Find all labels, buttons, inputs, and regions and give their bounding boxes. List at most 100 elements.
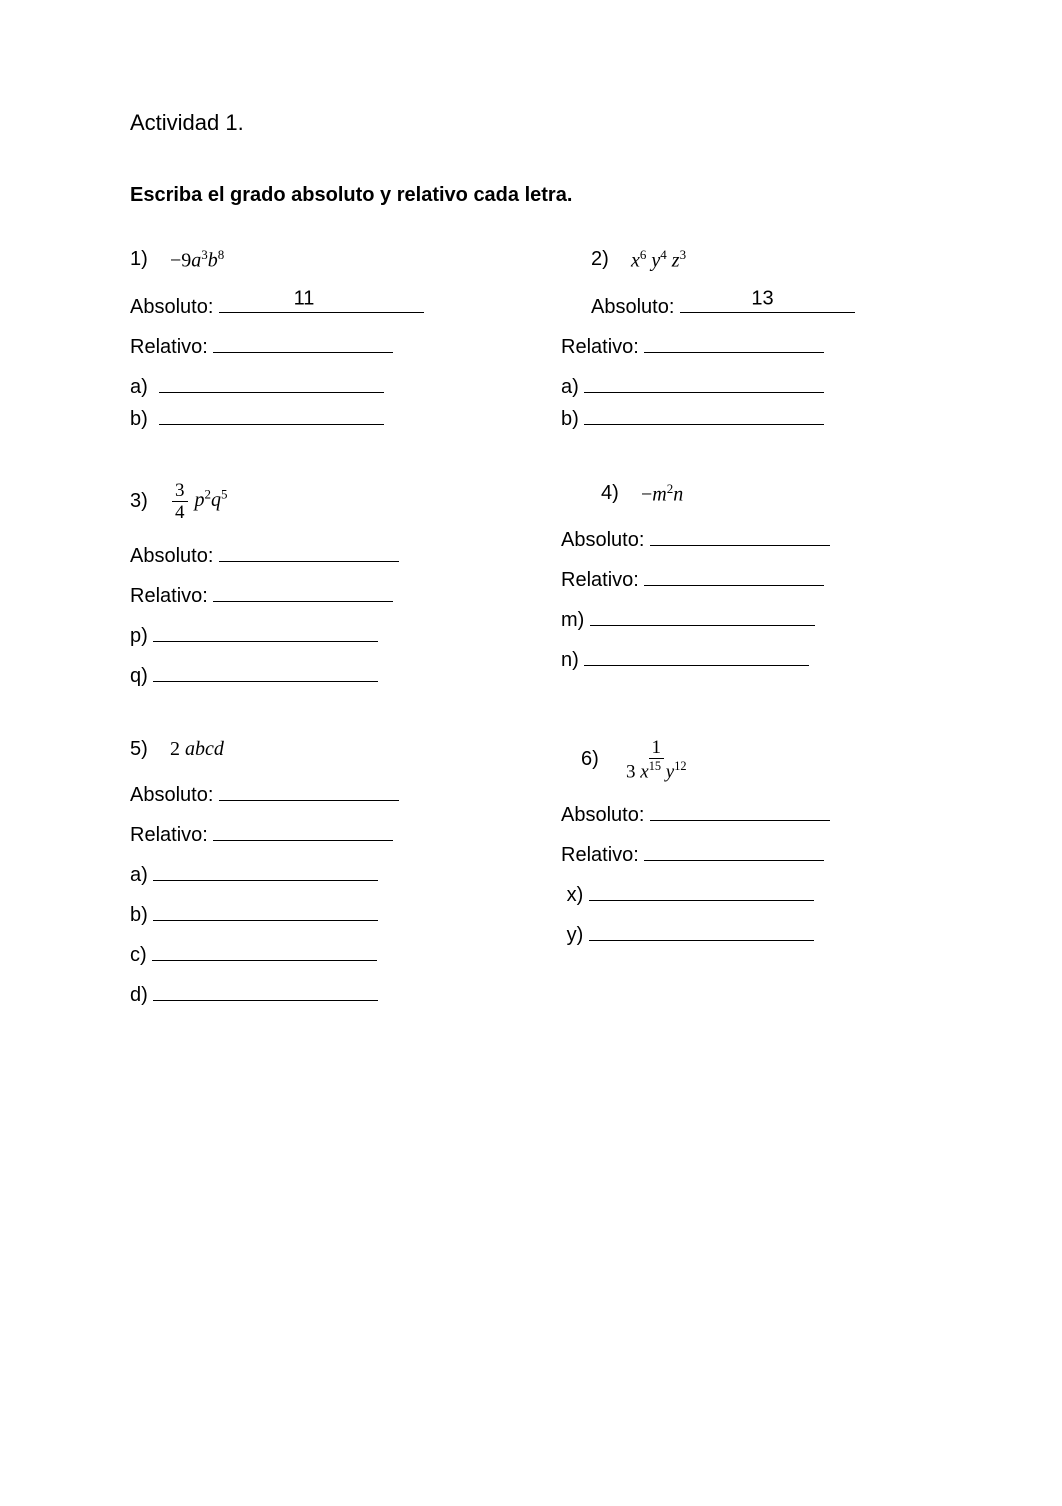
absoluto-line: Absoluto: 13 <box>561 291 932 319</box>
relativo-blank[interactable] <box>213 331 393 353</box>
problems-grid: 1) −9a3b8 Absoluto: 11 Relativo: a) b) 2… <box>130 247 932 1057</box>
var-m-label: m) <box>561 609 584 632</box>
var-p-blank[interactable] <box>153 620 378 642</box>
absoluto-label: Absoluto: <box>561 529 644 552</box>
absoluto-blank[interactable] <box>650 524 830 546</box>
absoluto-blank-right[interactable] <box>324 291 424 313</box>
var-c-label: c) <box>130 944 147 967</box>
relativo-blank[interactable] <box>644 331 824 353</box>
relativo-line: Relativo: <box>130 819 531 847</box>
problem-expression: 13 x15 y12 <box>621 738 692 781</box>
page-title: Actividad 1. <box>130 110 932 136</box>
relativo-blank[interactable] <box>213 580 393 602</box>
relativo-label: Relativo: <box>130 824 208 847</box>
var-q-blank[interactable] <box>153 660 378 682</box>
relativo-label: Relativo: <box>561 336 639 359</box>
var-b-blank[interactable] <box>159 403 384 425</box>
relativo-line: Relativo: <box>130 580 531 608</box>
relativo-line: Relativo: <box>561 564 932 592</box>
var-d-line: d) <box>130 979 531 1007</box>
absoluto-label: Absoluto: <box>591 296 674 319</box>
problem-number: 4) <box>601 482 623 505</box>
absoluto-value-blank[interactable]: 11 <box>284 291 324 313</box>
var-a-label: a) <box>130 864 148 887</box>
var-a-blank[interactable] <box>159 371 384 393</box>
relativo-label: Relativo: <box>130 336 208 359</box>
var-c-line: c) <box>130 939 531 967</box>
var-b-blank[interactable] <box>153 899 378 921</box>
var-a-line: a) <box>561 371 932 399</box>
variable-blanks: a) b) <box>130 371 531 431</box>
var-d-label: d) <box>130 984 148 1007</box>
var-b-line: b) <box>561 403 932 431</box>
var-y-blank[interactable] <box>589 919 814 941</box>
absoluto-line: Absoluto: 11 <box>130 291 531 319</box>
var-m-line: m) <box>561 604 932 632</box>
problem-1-header: 1) −9a3b8 <box>130 247 531 273</box>
variable-blanks: p) q) <box>130 620 531 688</box>
var-c-blank[interactable] <box>152 939 377 961</box>
absoluto-value: 11 <box>294 288 315 311</box>
var-a-label: a) <box>561 376 579 399</box>
var-a-line: a) <box>130 371 531 399</box>
var-n-line: n) <box>561 644 932 672</box>
var-q-label: q) <box>130 665 148 688</box>
var-p-line: p) <box>130 620 531 648</box>
relativo-label: Relativo: <box>130 585 208 608</box>
problem-number: 2) <box>591 248 613 271</box>
absoluto-line: Absoluto: <box>130 540 531 568</box>
absoluto-value-blank[interactable]: 13 <box>745 291 780 313</box>
problem-5: 5) 2 abcd Absoluto: Relativo: a) b) c) <box>130 738 531 1011</box>
problem-2: 2) x6 y4 z3 Absoluto: 13 Relativo: a) b) <box>531 247 932 435</box>
problem-3-header: 3) 34 p2q5 <box>130 481 531 522</box>
absoluto-blank[interactable] <box>219 540 399 562</box>
var-x-blank[interactable] <box>589 879 814 901</box>
absoluto-blank-right[interactable] <box>780 291 855 313</box>
absoluto-label: Absoluto: <box>130 545 213 568</box>
problem-6-header: 6) 13 x15 y12 <box>561 738 932 781</box>
var-d-blank[interactable] <box>153 979 378 1001</box>
var-q-line: q) <box>130 660 531 688</box>
var-n-label: n) <box>561 649 579 672</box>
problem-2-header: 2) x6 y4 z3 <box>561 247 932 273</box>
problem-number: 6) <box>581 748 603 771</box>
var-a-blank[interactable] <box>584 371 824 393</box>
var-b-blank[interactable] <box>584 403 824 425</box>
var-a-line: a) <box>130 859 531 887</box>
var-p-label: p) <box>130 625 148 648</box>
problem-4-header: 4) −m2n <box>561 481 932 507</box>
relativo-blank[interactable] <box>644 839 824 861</box>
var-y-line: y) <box>561 919 932 947</box>
absoluto-blank-left[interactable] <box>219 291 284 313</box>
problem-number: 3) <box>130 490 152 513</box>
problem-1: 1) −9a3b8 Absoluto: 11 Relativo: a) b) <box>130 247 531 435</box>
variable-blanks: a) b) <box>561 371 932 431</box>
var-m-blank[interactable] <box>590 604 815 626</box>
problem-expression: −m2n <box>641 481 683 507</box>
relativo-blank[interactable] <box>644 564 824 586</box>
absoluto-blank[interactable] <box>219 779 399 801</box>
absoluto-blank[interactable] <box>650 799 830 821</box>
absoluto-blank-left[interactable] <box>680 291 745 313</box>
variable-blanks: a) b) c) d) <box>130 859 531 1007</box>
var-b-label: b) <box>561 408 579 431</box>
absoluto-line: Absoluto: <box>130 779 531 807</box>
problem-5-header: 5) 2 abcd <box>130 738 531 761</box>
relativo-line: Relativo: <box>561 331 932 359</box>
page-subtitle: Escriba el grado absoluto y relativo cad… <box>130 184 932 207</box>
problem-expression: 2 abcd <box>170 738 224 761</box>
var-b-label: b) <box>130 904 148 927</box>
problem-expression: 34 p2q5 <box>170 481 228 522</box>
var-y-label: y) <box>567 924 584 947</box>
variable-blanks: x) y) <box>561 879 932 947</box>
var-x-label: x) <box>567 884 584 907</box>
relativo-blank[interactable] <box>213 819 393 841</box>
var-a-blank[interactable] <box>153 859 378 881</box>
relativo-line: Relativo: <box>130 331 531 359</box>
var-b-line: b) <box>130 899 531 927</box>
relativo-label: Relativo: <box>561 569 639 592</box>
var-n-blank[interactable] <box>584 644 809 666</box>
problem-3: 3) 34 p2q5 Absoluto: Relativo: p) q) <box>130 481 531 692</box>
absoluto-value: 13 <box>751 288 773 311</box>
problem-6: 6) 13 x15 y12 Absoluto: Relativo: x) y) <box>531 738 932 1011</box>
